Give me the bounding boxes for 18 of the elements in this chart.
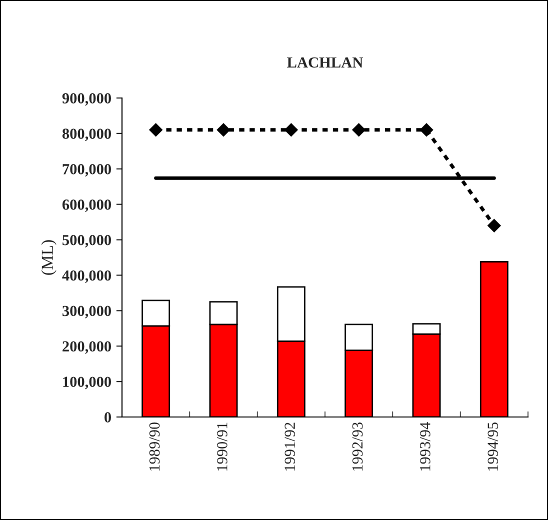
chart-title: LACHLAN — [287, 57, 363, 68]
y-tick-label: 500,000 — [62, 234, 111, 248]
x-tick-label: 1994/95 — [488, 422, 498, 471]
y-tick-label: 300,000 — [62, 306, 111, 318]
y-tick-label: 800,000 — [62, 128, 111, 142]
x-tick-label: 1992/93 — [352, 422, 363, 471]
x-tick-label: 1990/91 — [217, 422, 228, 471]
y-tick-label: 900,000 — [62, 93, 111, 106]
y-tick-label: 0 — [104, 412, 111, 422]
y-tick-label: 600,000 — [62, 199, 111, 212]
y-tick-label: 400,000 — [62, 270, 111, 283]
y-axis-title: (ML) — [41, 240, 56, 275]
x-tick-label: 1991/92 — [284, 422, 295, 471]
y-tick-label: 200,000 — [62, 341, 111, 354]
y-tick-label: 100,000 — [63, 376, 111, 390]
x-tick-label: 1989/90 — [149, 422, 160, 471]
y-tick-label: 700,000 — [62, 164, 111, 177]
x-tick-label: 1993/94 — [420, 422, 430, 471]
